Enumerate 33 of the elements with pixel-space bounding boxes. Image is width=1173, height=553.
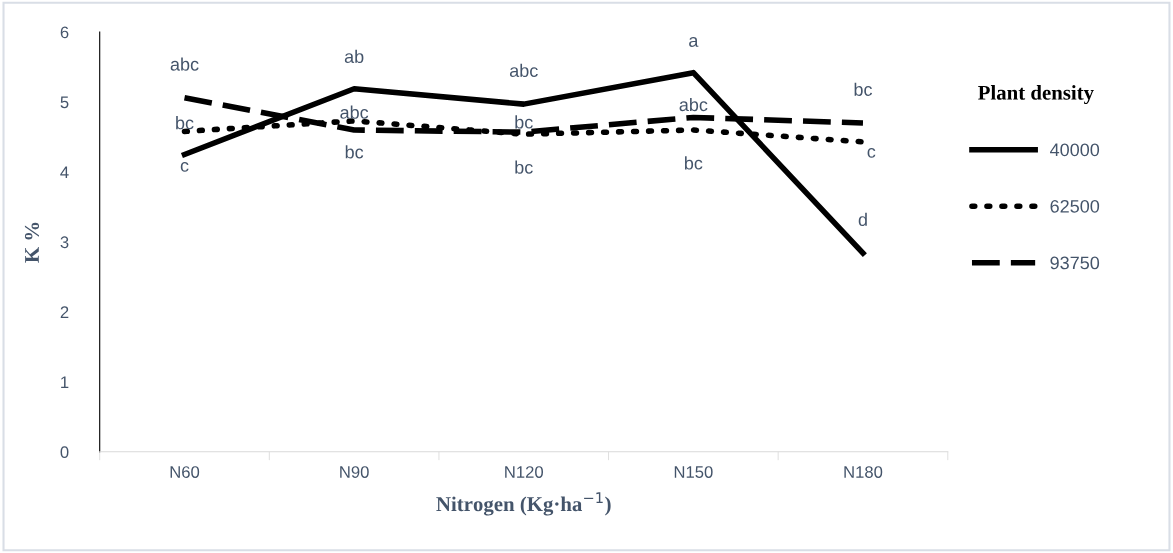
- annotation: ab: [344, 49, 364, 64]
- x-axis-title: Nitrogen (Kg·ha$^{−1}$): [436, 492, 611, 516]
- y-tick-label: 5: [60, 96, 69, 109]
- x-tick-label: N150: [674, 466, 713, 478]
- y-tick-label: 4: [60, 166, 69, 179]
- annotation: bc: [854, 82, 873, 96]
- annotation: a: [689, 37, 699, 47]
- legend-label: 93750: [1050, 256, 1100, 270]
- legend-label: 40000: [1050, 143, 1100, 157]
- annotation: abc: [679, 97, 708, 112]
- y-tick-label: 6: [60, 26, 69, 39]
- x-tick-label: N180: [844, 466, 883, 478]
- y-tick-label: 3: [60, 236, 69, 249]
- annotation: d: [858, 212, 867, 227]
- y-tick-label: 1: [61, 376, 69, 388]
- legend-title: Plant density: [978, 85, 1094, 105]
- annotation: c: [867, 147, 876, 158]
- annotation: abc: [509, 63, 538, 78]
- annotation: bc: [176, 116, 194, 130]
- annotation: abc: [340, 105, 369, 119]
- x-tick-label: N90: [340, 466, 369, 478]
- x-tick-label: N60: [170, 466, 200, 478]
- y-tick-label: 0: [60, 446, 69, 458]
- annotation: bc: [515, 115, 533, 129]
- x-tick-label: N120: [505, 466, 544, 478]
- annotation: bc: [515, 160, 533, 174]
- annotation: abc: [170, 57, 199, 71]
- annotation: bc: [345, 145, 364, 159]
- annotation: c: [180, 161, 189, 172]
- y-tick-label: 2: [60, 306, 69, 318]
- legend-label: 62500: [1050, 199, 1100, 213]
- annotation: bc: [684, 156, 703, 170]
- y-axis-title: K %: [24, 222, 40, 263]
